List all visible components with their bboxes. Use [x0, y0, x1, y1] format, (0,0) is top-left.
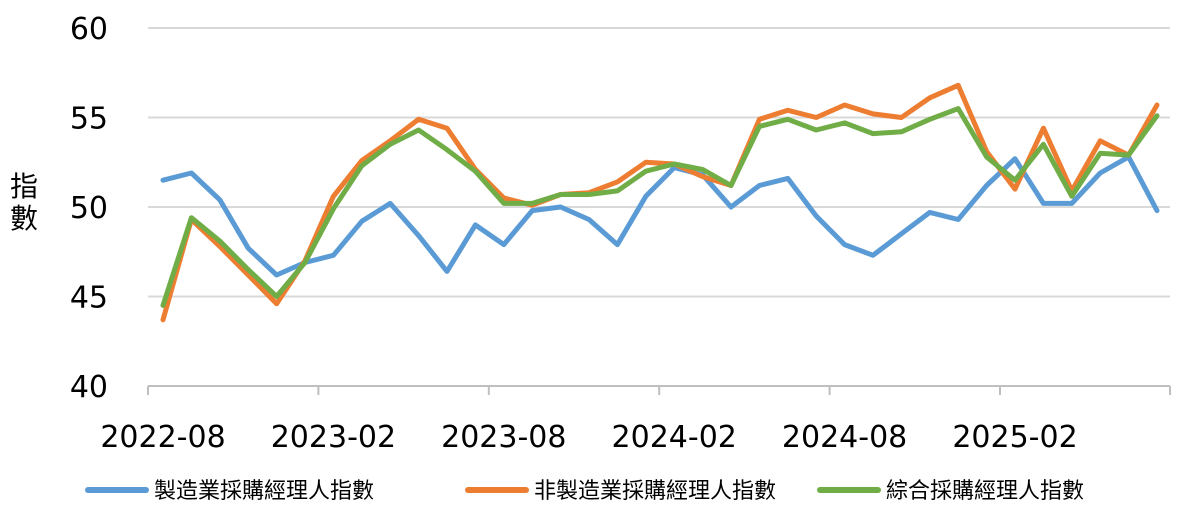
y-axis-label-char: 數 [10, 202, 38, 235]
x-tick-label: 2023-02 [271, 420, 396, 455]
legend-label: 非製造業採購經理人指數 [534, 479, 776, 504]
x-tick-label: 2022-08 [100, 420, 225, 455]
y-tick-label: 60 [70, 12, 108, 47]
axes: 40 45 50 55 60 2022-08 2023-02 2023-08 2024-02 20… [70, 12, 1171, 455]
gridlines [148, 27, 1170, 298]
series-lines [160, 82, 1160, 323]
x-tick-label: 2025-02 [952, 420, 1077, 455]
legend: 製造業採購經理人指數 非製造業採購經理人指數 綜合採購經理人指數 [85, 479, 1084, 504]
y-tick-label: 50 [70, 191, 108, 226]
y-axis-label-char: 指 [10, 170, 38, 203]
x-tick-label: 2023-08 [441, 420, 566, 455]
legend-label: 綜合採購經理人指數 [886, 479, 1084, 504]
series-line [160, 106, 1160, 308]
legend-item: 綜合採購經理人指數 [817, 479, 1084, 504]
legend-item: 非製造業採購經理人指數 [465, 479, 776, 504]
y-tick-label: 55 [70, 102, 108, 137]
x-tick-label: 2024-02 [612, 420, 737, 455]
y-axis-label: 指數 [10, 170, 38, 235]
legend-item: 製造業採購經理人指數 [85, 479, 374, 504]
x-tick-label: 2024-08 [782, 420, 907, 455]
series-line [160, 154, 1160, 278]
legend-label: 製造業採購經理人指數 [154, 479, 374, 504]
y-tick-label: 45 [70, 281, 108, 316]
series-line [160, 82, 1160, 323]
y-tick-label: 40 [70, 370, 108, 405]
